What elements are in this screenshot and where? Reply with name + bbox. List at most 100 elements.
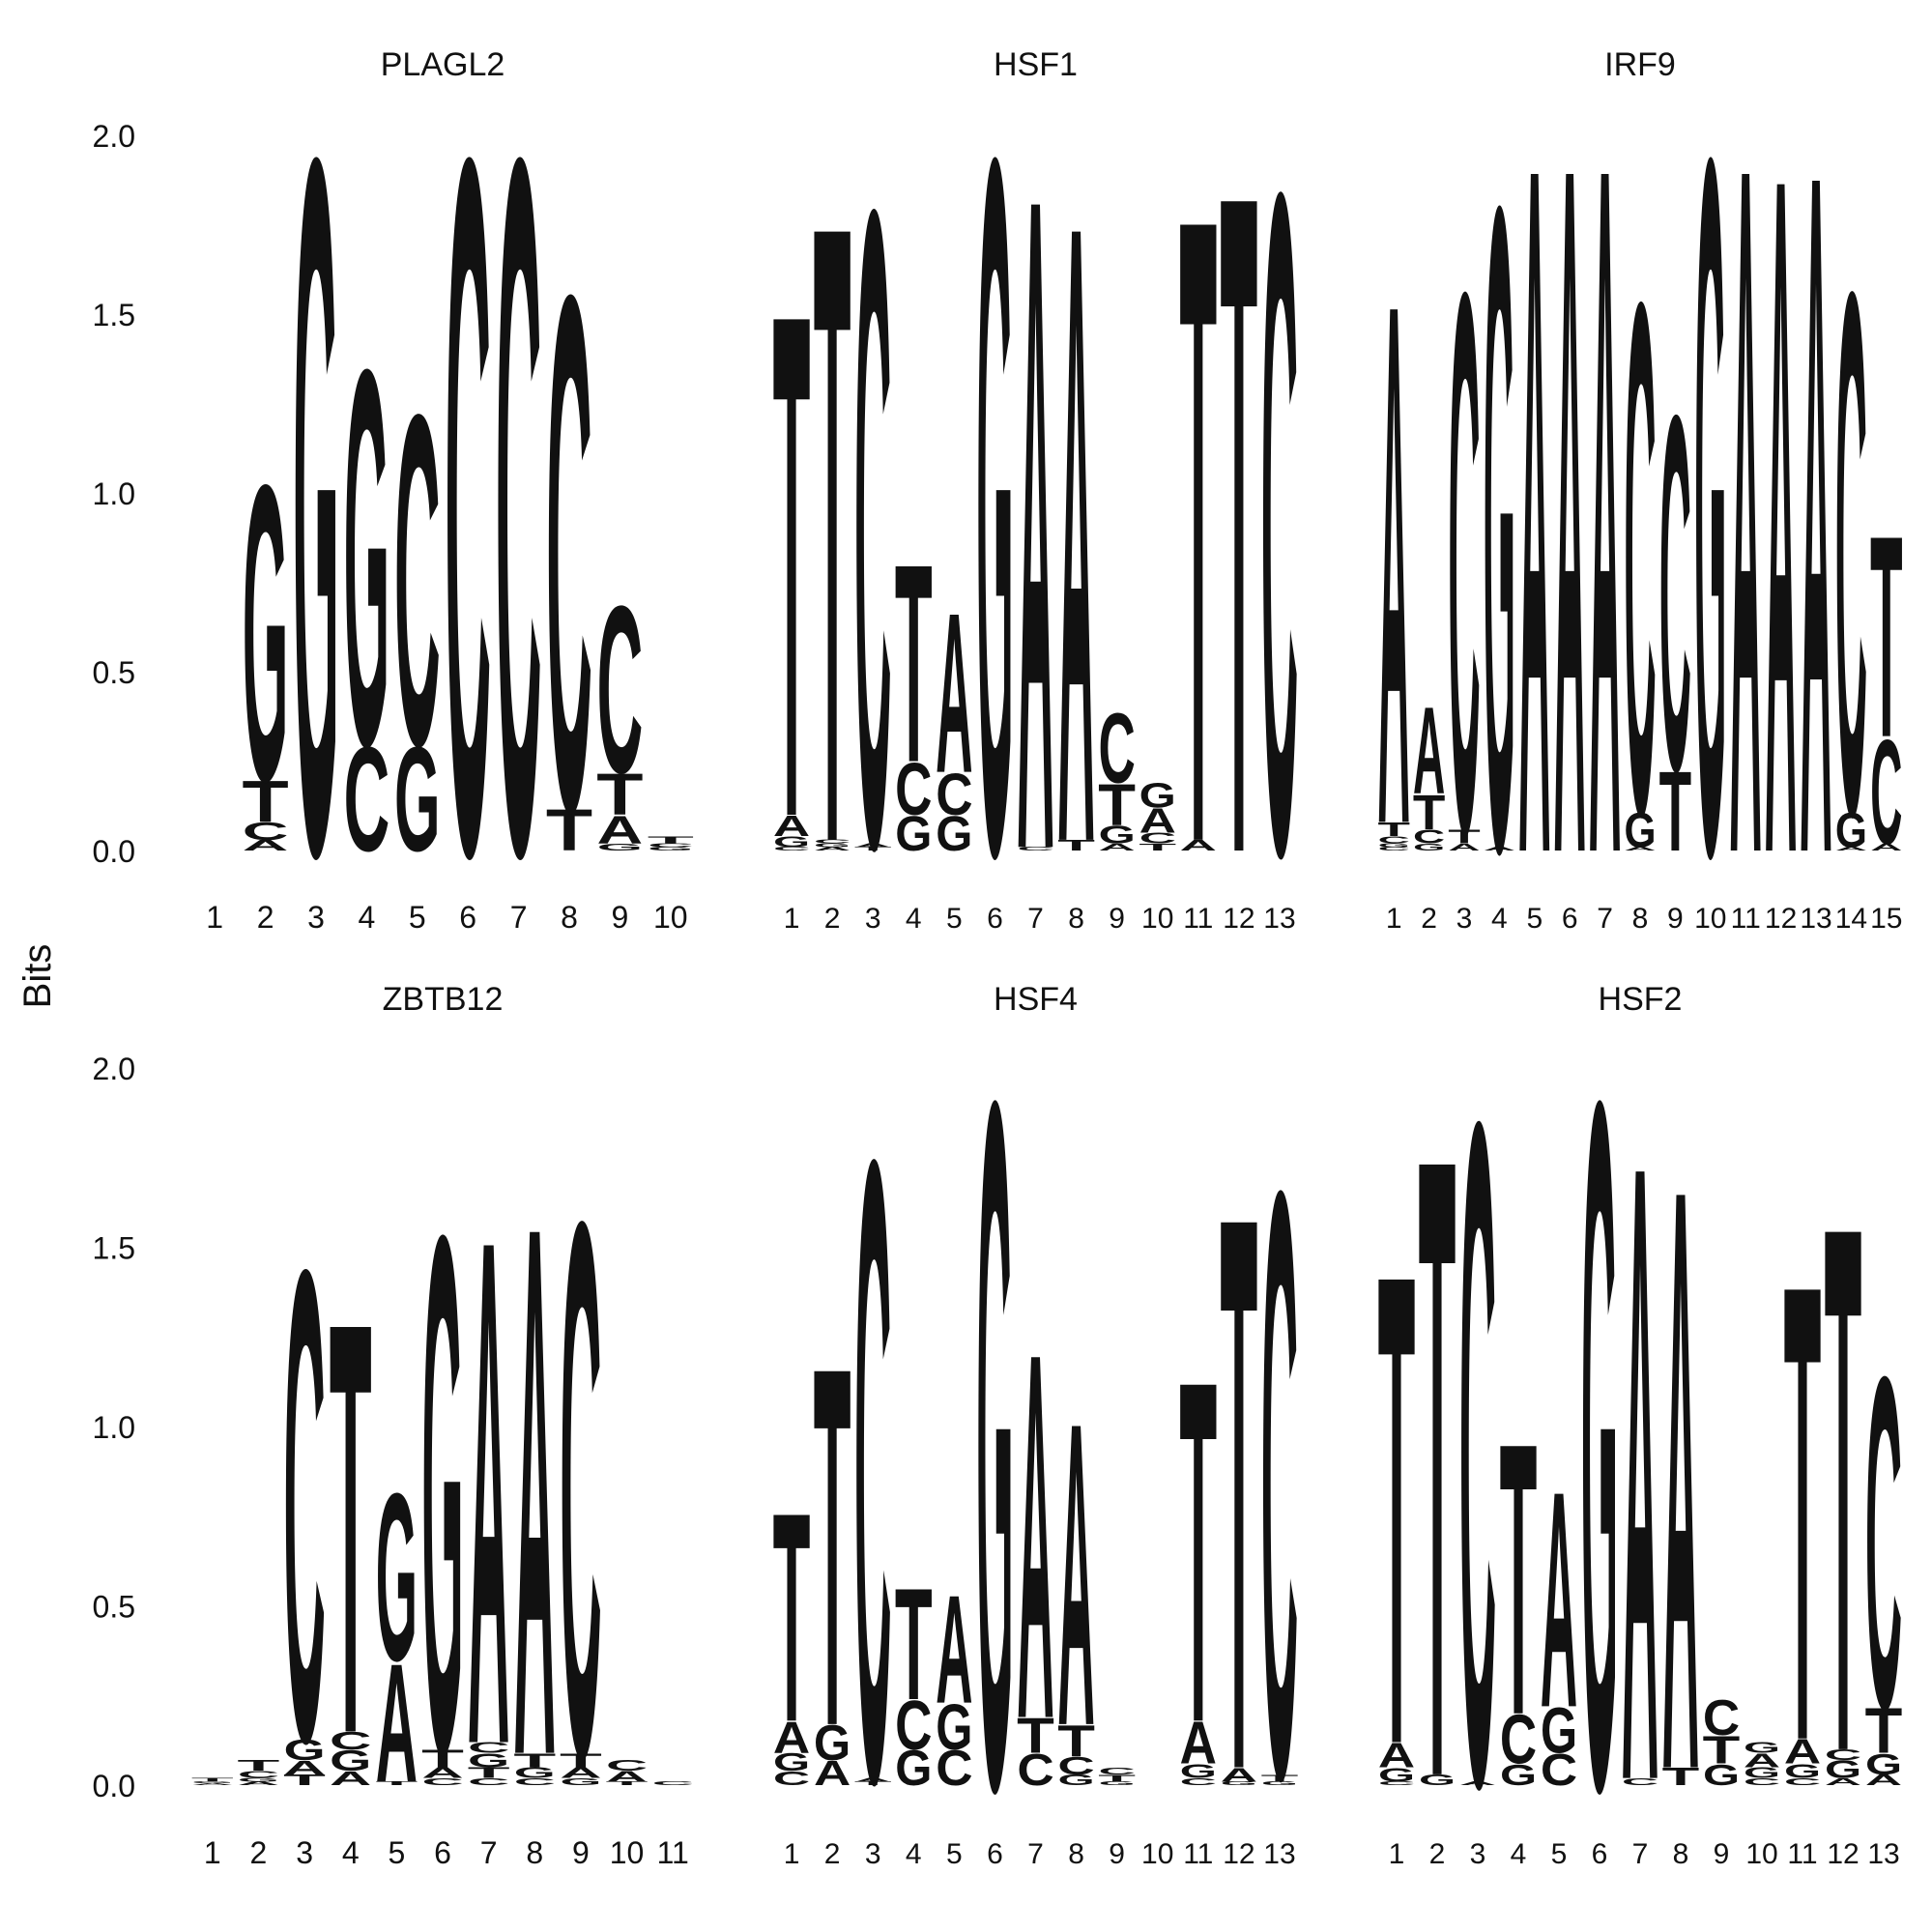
logo-letter-t: T — [1662, 1763, 1700, 1791]
logo-letter-g: G — [1099, 1780, 1136, 1786]
logo-letter-g: G — [394, 716, 440, 882]
logo-letter-g: G — [191, 1781, 233, 1784]
logo-letter-a: A — [1835, 846, 1867, 851]
logo-letter-c: C — [394, 317, 441, 844]
logo-letter-a: A — [376, 1628, 418, 1818]
logo-letter-t: T — [814, 1261, 851, 1834]
logo-letter-a: A — [1098, 842, 1135, 853]
logo-letter-a: A — [1057, 41, 1094, 1028]
logo-letter-c: C — [651, 1780, 693, 1786]
x-tick-label: 3 — [865, 1838, 881, 1870]
logo-letter-a: A — [1459, 1780, 1496, 1786]
logo-letter-c: C — [1098, 694, 1135, 804]
x-tick-label: 1 — [1389, 1838, 1405, 1870]
logo-letter-t: T — [1825, 1068, 1862, 1909]
logo-letter-g: G — [1484, 15, 1515, 1042]
logo-letter-c: C — [1500, 1702, 1537, 1779]
logo-letter-g: G — [376, 1444, 418, 1711]
logo-letter-t: T — [546, 797, 592, 864]
logo-letter-t: T — [1057, 1716, 1095, 1767]
x-tick-label: 8 — [1632, 903, 1649, 935]
logo-letter-c: C — [648, 843, 694, 849]
x-tick-label: 9 — [572, 1835, 590, 1870]
logo-letter-g: G — [814, 843, 851, 849]
x-tick-label: 3 — [307, 900, 325, 935]
logo-letter-a: A — [814, 1753, 851, 1793]
x-tick-label: 10 — [610, 1835, 645, 1870]
logo-letter-g: G — [1221, 1780, 1257, 1786]
x-tick-label: 5 — [409, 900, 426, 935]
y-axis-label: Bits — [16, 944, 59, 1009]
x-tick-label: 7 — [510, 900, 528, 935]
logo-letter-a: A — [1378, 148, 1410, 980]
x-tick-label: 11 — [1787, 1838, 1817, 1870]
logo-letter-a: A — [1221, 1764, 1257, 1786]
logo-letter-t: T — [1870, 476, 1902, 797]
x-tick-label: 10 — [1745, 1838, 1777, 1870]
logo-letter-g: G — [344, 258, 390, 857]
logo-letter-t: T — [773, 163, 811, 968]
logo-letter-a: A — [1765, 0, 1797, 1056]
x-tick-label: 2 — [257, 900, 274, 935]
logo-letter-a: A — [1541, 1427, 1577, 1773]
logo-letter-t: T — [1098, 772, 1136, 839]
logo-letter-t: T — [330, 1199, 372, 1857]
logo-letter-a: A — [1589, 0, 1621, 1059]
x-tick-label: 1 — [784, 1838, 800, 1870]
logo-letter-c: C — [445, 0, 491, 1062]
logo-letter-a: A — [1180, 1711, 1217, 1777]
x-tick-label: 6 — [1562, 903, 1578, 935]
logo-letter-t: T — [1703, 1728, 1741, 1773]
logo-letter-t: T — [1179, 1280, 1217, 1825]
logo-letter-c: C — [330, 1726, 371, 1754]
logo-letter-g: G — [814, 1715, 851, 1771]
y-tick-label: 0.0 — [93, 1769, 135, 1803]
logo-letter-c: C — [1378, 1780, 1415, 1786]
logo-letter-a: A — [1413, 682, 1445, 821]
logo-letter-t: T — [895, 505, 933, 822]
logo-letter-a: A — [191, 1783, 233, 1786]
logo-letter-g: G — [648, 846, 693, 851]
logo-letter-a: A — [814, 846, 851, 851]
x-tick-label: 14 — [1835, 903, 1867, 935]
logo-letter-t: T — [596, 762, 643, 828]
logo-letter-g: G — [243, 398, 289, 869]
logo-letter-a: A — [936, 1564, 972, 1737]
logo-letter-a: A — [1484, 846, 1515, 851]
logo-letter-c: C — [546, 143, 592, 965]
logo-panel-zbtb12: ZBTB120.00.51.01.52.0AGT1AGCT2TAGC3AGCT4… — [93, 981, 694, 1915]
logo-letter-c: C — [421, 1776, 463, 1787]
logo-letter-t: T — [854, 1780, 892, 1786]
x-tick-label: 2 — [1429, 1838, 1446, 1870]
logo-letter-g: G — [773, 1749, 810, 1776]
x-tick-label: 6 — [1592, 1838, 1608, 1870]
logo-letter-c: C — [1459, 924, 1496, 1932]
logo-letter-t: T — [1448, 825, 1480, 848]
logo-letter-t: T — [1139, 842, 1176, 853]
x-tick-label: 7 — [1632, 1838, 1649, 1870]
logo-letter-a: A — [1554, 0, 1586, 1059]
x-tick-label: 5 — [1551, 1838, 1568, 1870]
logo-letter-c: C — [597, 558, 644, 823]
panel-title: ZBTB12 — [383, 981, 504, 1018]
logo-letter-c: C — [1180, 1776, 1217, 1788]
logo-letter-c: C — [854, 22, 891, 1038]
x-tick-label: 6 — [434, 1835, 451, 1870]
x-tick-label: 9 — [1109, 1838, 1125, 1870]
x-tick-label: 4 — [906, 903, 922, 935]
x-tick-label: 11 — [1183, 903, 1213, 935]
x-tick-label: 7 — [1597, 903, 1613, 935]
logo-letter-t: T — [191, 1777, 234, 1783]
logo-letter-t: T — [1179, 31, 1217, 1029]
logo-letter-a: A — [283, 1756, 325, 1778]
y-tick-label: 1.0 — [93, 1410, 135, 1445]
x-tick-label: 1 — [784, 903, 800, 935]
y-tick-label: 2.0 — [93, 119, 135, 154]
x-tick-label: 3 — [296, 1835, 313, 1870]
x-tick-label: 3 — [1456, 903, 1473, 935]
logo-letter-g: G — [895, 1740, 932, 1796]
panel-title: HSF2 — [1599, 981, 1683, 1018]
logo-letter-g: G — [1865, 1747, 1902, 1781]
logo-letter-c: C — [1057, 1751, 1094, 1779]
